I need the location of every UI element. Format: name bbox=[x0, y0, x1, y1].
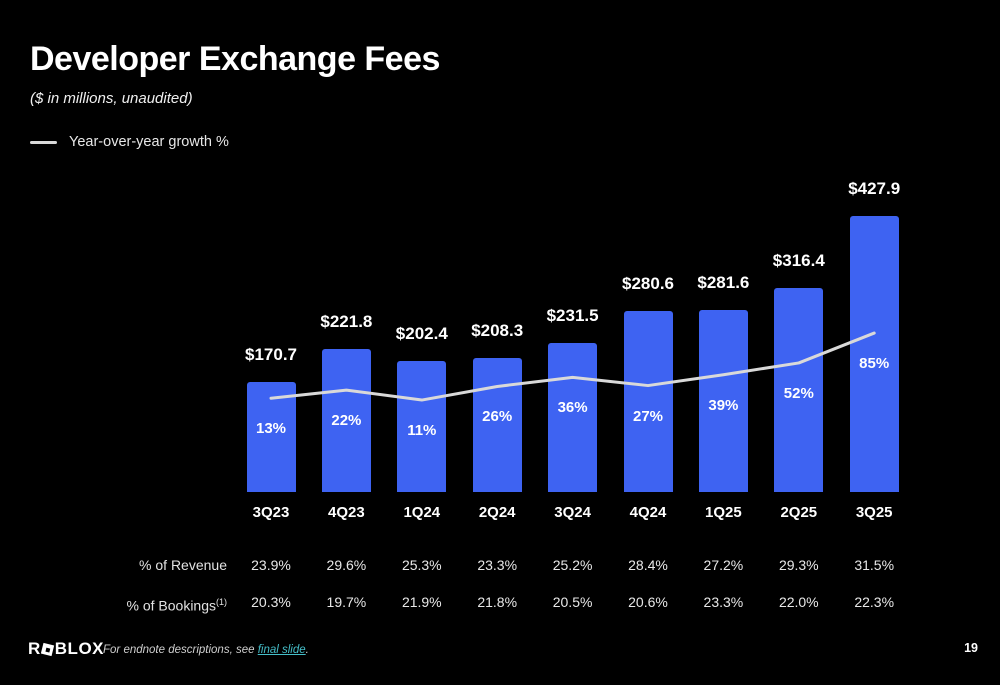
table-cell: 22.0% bbox=[778, 594, 819, 610]
endnote-prefix: For endnote descriptions, see bbox=[103, 644, 258, 656]
bar-value-label: $316.4 bbox=[772, 250, 825, 270]
bar-value-label: $231.5 bbox=[546, 305, 599, 325]
bar-value-label: $208.3 bbox=[471, 320, 524, 340]
endnote-suffix: . bbox=[305, 644, 309, 656]
table-cell: 20.5% bbox=[552, 594, 593, 610]
x-axis-label-1Q25: 1Q25 bbox=[705, 504, 742, 521]
table-cell: 22.3% bbox=[854, 594, 895, 610]
page-title: Developer Exchange Fees bbox=[30, 40, 440, 78]
table-cell: 29.6% bbox=[326, 557, 367, 573]
table-cell: 21.9% bbox=[401, 594, 442, 610]
bar-4Q24 bbox=[623, 311, 673, 492]
x-axis-label-1Q24: 1Q24 bbox=[403, 504, 441, 521]
growth-percent-label: 11% bbox=[407, 422, 437, 440]
roblox-logo-text-right: BLOX bbox=[54, 639, 105, 658]
page-subtitle: ($ in millions, unaudited) bbox=[30, 90, 193, 107]
table-cell: 31.5% bbox=[854, 557, 895, 573]
table-cell: 27.2% bbox=[703, 557, 744, 573]
x-axis-label-4Q23: 4Q23 bbox=[328, 504, 365, 521]
x-axis-label-2Q25: 2Q25 bbox=[780, 504, 818, 521]
x-axis-label-4Q24: 4Q24 bbox=[629, 504, 667, 521]
table-cell: 28.4% bbox=[628, 557, 668, 573]
table-cell: 20.6% bbox=[628, 594, 668, 610]
bar-value-label: $170.7 bbox=[245, 344, 297, 364]
growth-percent-label: 26% bbox=[482, 408, 513, 426]
growth-percent-label: 52% bbox=[783, 384, 814, 402]
table-cell: 23.3% bbox=[477, 557, 518, 573]
bar-value-label: $281.6 bbox=[697, 273, 750, 293]
growth-percent-label: 27% bbox=[632, 407, 664, 425]
table-cell: 23.3% bbox=[703, 594, 744, 610]
bar-value-label: $221.8 bbox=[320, 311, 373, 331]
endnote-text: For endnote descriptions, see final slid… bbox=[103, 644, 309, 656]
legend-label: Year-over-year growth % bbox=[69, 134, 229, 150]
x-axis-label-2Q24: 2Q24 bbox=[478, 504, 516, 521]
roblox-logo-text-left: R bbox=[28, 639, 41, 658]
x-axis-label-3Q23: 3Q23 bbox=[252, 504, 290, 521]
final-slide-link[interactable]: final slide bbox=[257, 644, 306, 656]
table-cell: 20.3% bbox=[251, 594, 291, 610]
line-series-swatch-icon bbox=[30, 140, 57, 144]
x-axis-label-3Q25: 3Q25 bbox=[855, 504, 893, 521]
page-number: 19 bbox=[964, 641, 978, 655]
x-axis-label-3Q24: 3Q24 bbox=[554, 504, 591, 521]
growth-percent-label: 36% bbox=[557, 399, 588, 417]
bar-value-label: $202.4 bbox=[395, 324, 448, 344]
growth-percent-label: 85% bbox=[859, 355, 890, 373]
roblox-logo: R BLOX bbox=[28, 639, 104, 659]
roblox-tilted-square-icon bbox=[41, 642, 55, 656]
table-cell: 25.2% bbox=[552, 557, 593, 573]
bar-value-label: $427.9 bbox=[848, 179, 901, 198]
table-cell: 21.8% bbox=[477, 594, 518, 610]
table-cell: 23.9% bbox=[251, 557, 291, 573]
footnote-marker: (1) bbox=[216, 597, 227, 607]
table-cell: 25.3% bbox=[401, 557, 442, 573]
growth-percent-label: 39% bbox=[708, 396, 739, 414]
table-row-label: % of Revenue bbox=[139, 557, 227, 573]
table-cell: 29.3% bbox=[778, 557, 819, 573]
bar-value-label: $280.6 bbox=[622, 274, 674, 293]
growth-percent-label: 13% bbox=[255, 420, 287, 438]
table-cell: 19.7% bbox=[326, 594, 367, 610]
growth-percent-label: 22% bbox=[331, 412, 362, 430]
table-row-label: % of Bookings(1) bbox=[126, 597, 228, 614]
chart-legend: Year-over-year growth % bbox=[30, 134, 229, 150]
